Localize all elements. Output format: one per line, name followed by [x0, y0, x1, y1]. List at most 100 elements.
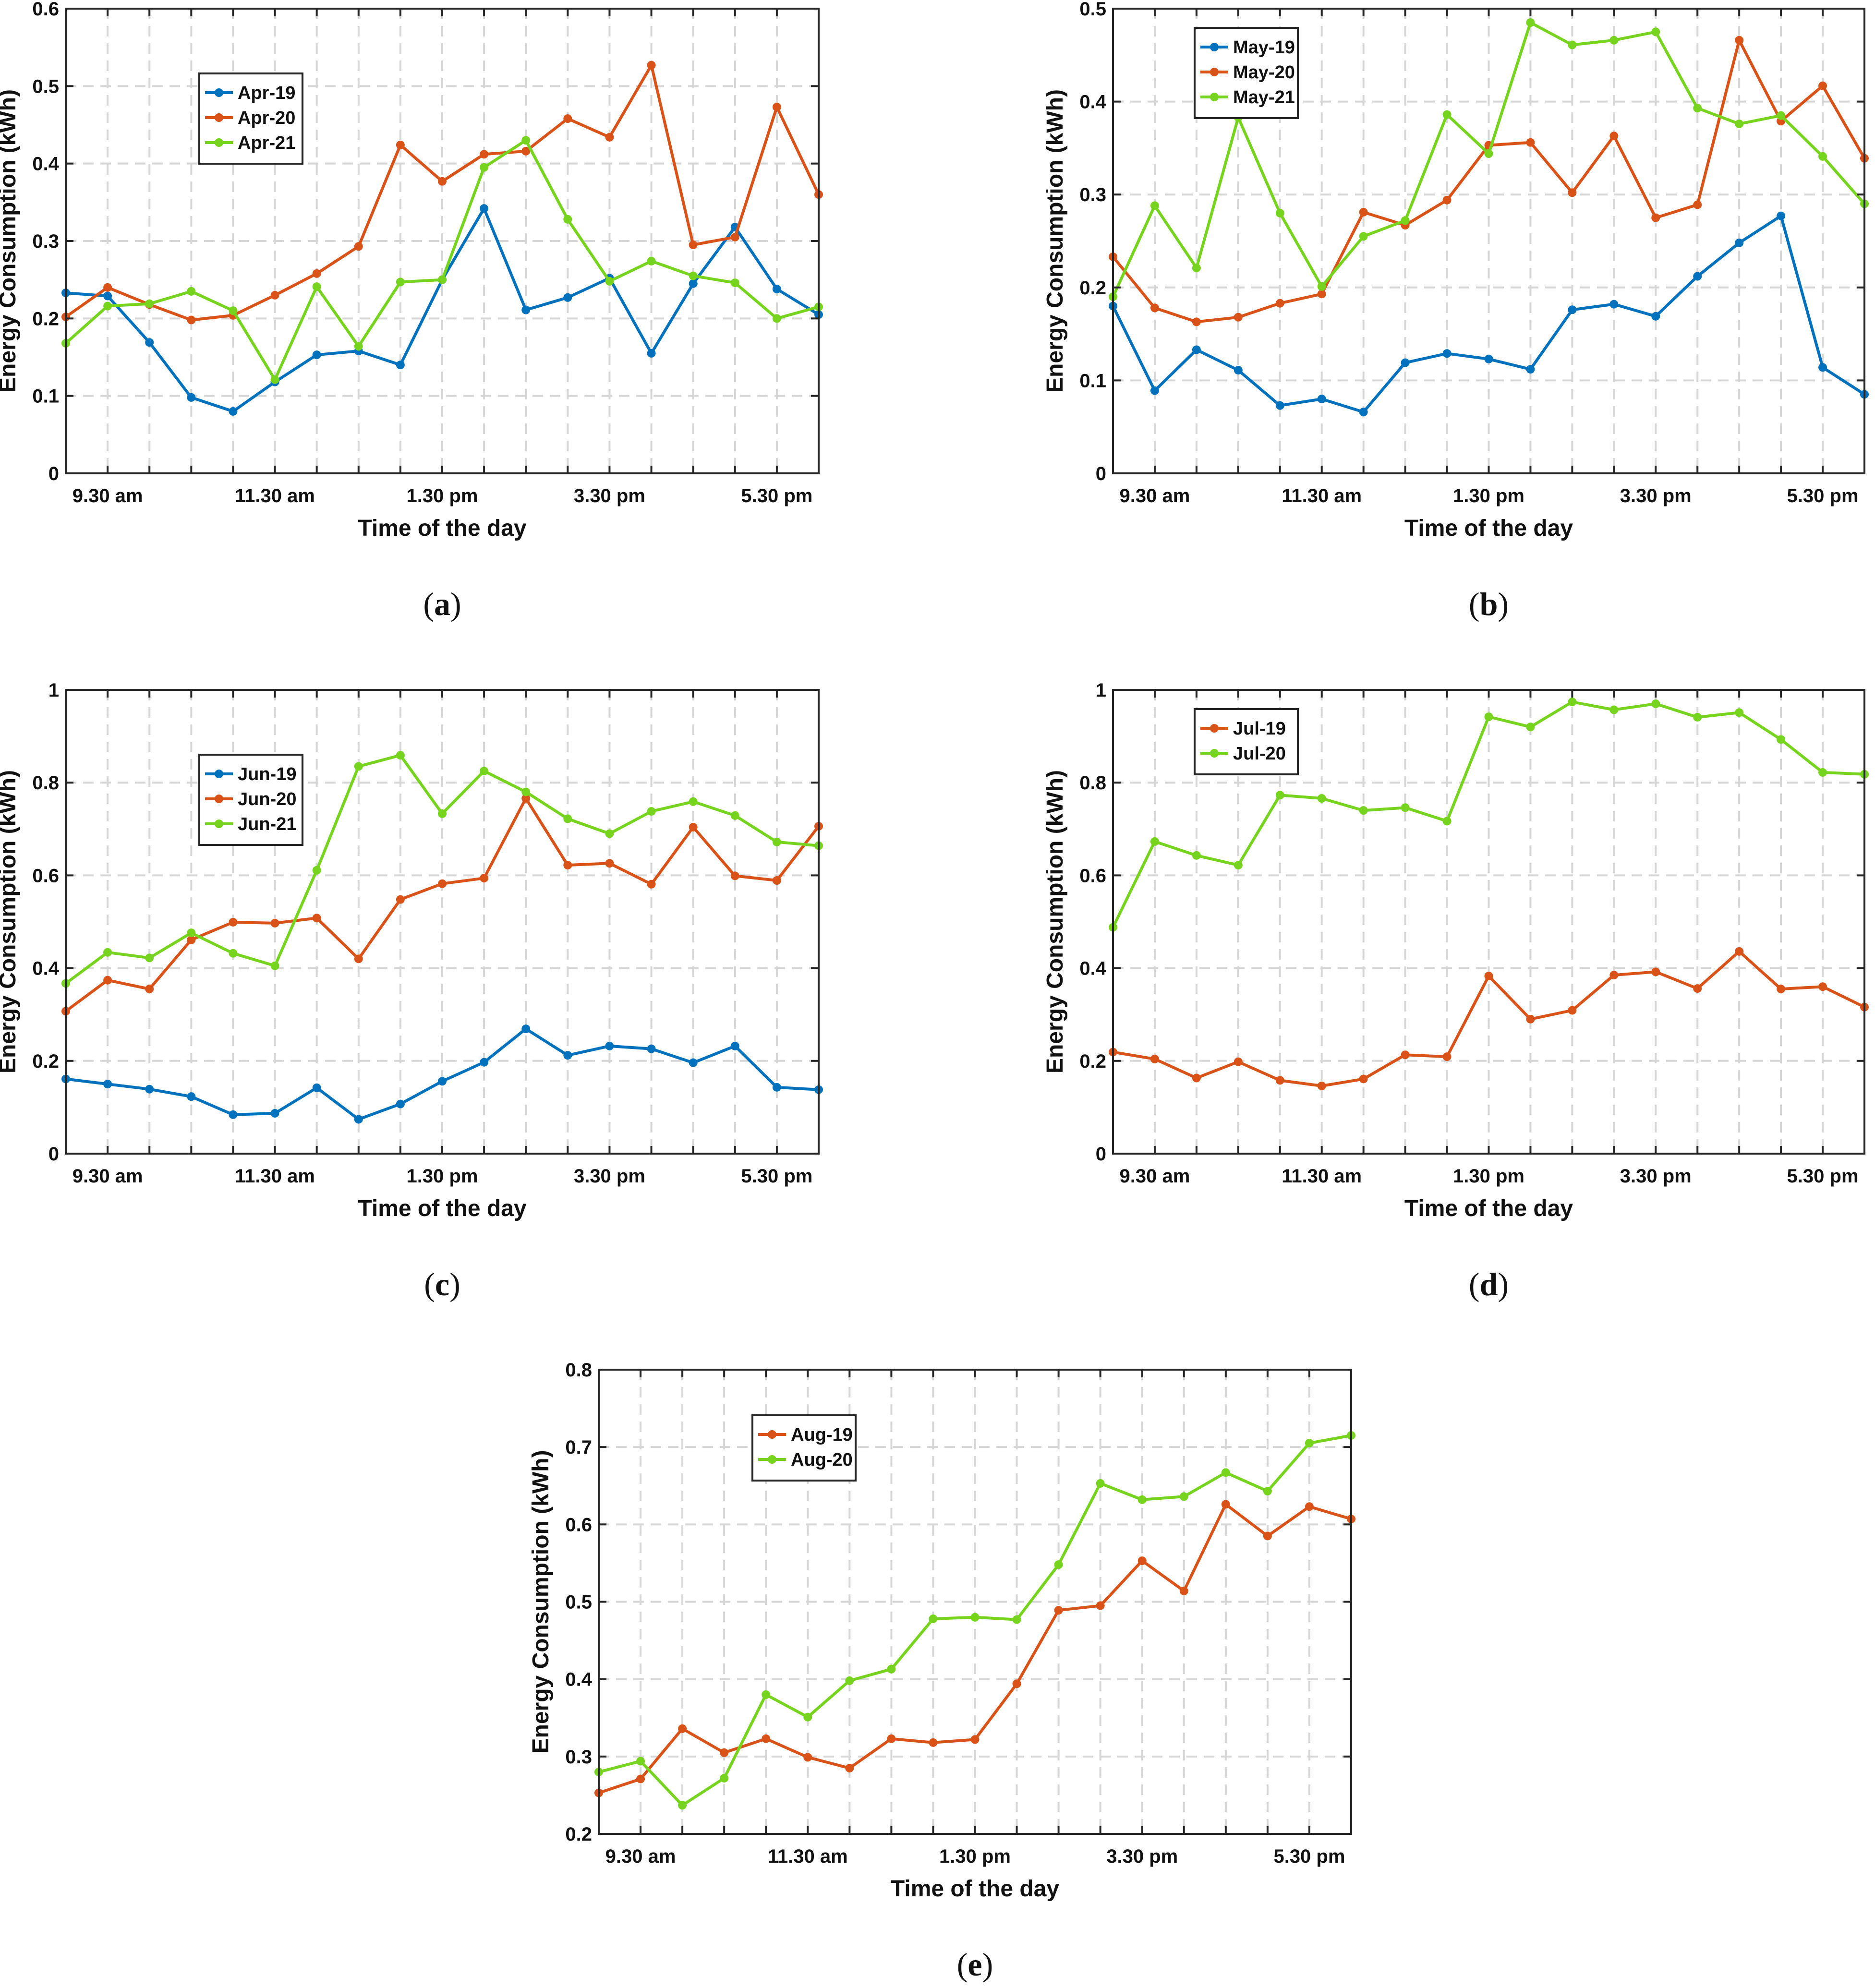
y-tick-label: 0.2	[1079, 1051, 1106, 1072]
data-point	[1150, 201, 1159, 210]
caption-close-paren: )	[450, 586, 461, 622]
caption-close-paren: )	[1498, 1266, 1509, 1302]
data-point	[187, 393, 196, 402]
legend: Jul-19 Jul-20	[1194, 708, 1299, 775]
data-point	[1484, 972, 1493, 981]
x-tick-label: 3.30 pm	[1106, 1846, 1178, 1867]
data-point	[563, 293, 572, 302]
caption-open-paren: (	[957, 1946, 968, 1983]
y-axis-label: Energy Consumption (kWh)	[528, 1450, 554, 1754]
data-point	[1179, 1586, 1188, 1595]
chart-panel-b: 0 0.1 0.2 0.3 0.4 0.5 9.30 am 11.30 am 1.30 pm 3.…	[1042, 0, 1869, 622]
data-point	[730, 811, 739, 820]
data-point	[1359, 408, 1368, 417]
series-jun-21	[61, 751, 823, 988]
data-point	[1651, 699, 1660, 708]
y-tick-label: 0.4	[565, 1669, 592, 1690]
data-point	[1818, 152, 1827, 161]
data-point	[1735, 238, 1744, 247]
x-tick-label: 9.30 am	[605, 1846, 676, 1867]
data-point	[1192, 264, 1201, 273]
chart-panel-c: 0 0.2 0.4 0.6 0.8 1 9.30 am 11.30 am 1.30 pm 3.30…	[0, 680, 823, 1302]
chart-panel-e: 0.2 0.3 0.4 0.5 0.6 0.7 0.8 9.30 am 11.30 am 1.30…	[528, 1360, 1355, 1983]
data-point	[103, 1080, 112, 1089]
legend-entry-label: May-19	[1233, 37, 1295, 58]
data-point	[1651, 312, 1660, 321]
data-point	[229, 917, 238, 927]
legend-entry-label: Jun-21	[238, 814, 296, 834]
data-point	[1401, 216, 1410, 225]
data-point	[1359, 207, 1368, 217]
legend-entry-label: Apr-21	[238, 133, 295, 153]
data-point	[229, 949, 238, 958]
data-point	[270, 918, 279, 928]
y-tick-label: 0.4	[32, 958, 59, 979]
data-point	[1305, 1502, 1314, 1511]
data-point	[929, 1614, 938, 1623]
data-point	[1275, 299, 1284, 308]
data-point	[354, 954, 363, 964]
data-point	[1275, 401, 1284, 410]
x-axis-label: Time of the day	[891, 1876, 1059, 1902]
data-point	[1693, 104, 1702, 113]
data-point	[480, 150, 489, 159]
x-tick-label: 11.30 am	[1282, 1166, 1362, 1187]
y-tick-label: 0.5	[32, 76, 59, 97]
data-point	[689, 241, 698, 250]
data-point	[1442, 1052, 1452, 1061]
data-point	[312, 914, 321, 923]
data-point	[1234, 366, 1243, 375]
caption-open-paren: (	[1469, 1266, 1480, 1302]
caption-letter: a	[434, 586, 450, 622]
x-tick-label: 1.30 pm	[407, 485, 478, 506]
data-point	[1568, 1006, 1577, 1015]
data-point	[1693, 272, 1702, 281]
y-tick-label: 1	[48, 680, 59, 701]
data-point	[521, 305, 531, 314]
data-point	[521, 787, 531, 796]
caption-letter: e	[968, 1946, 982, 1983]
data-point	[1442, 195, 1452, 205]
data-point	[1735, 947, 1744, 956]
data-point	[1317, 794, 1326, 803]
legend-swatch-marker	[1210, 43, 1219, 51]
data-point	[354, 762, 363, 771]
data-point	[1818, 81, 1827, 90]
data-point	[438, 177, 447, 186]
data-point	[1096, 1601, 1105, 1610]
data-point	[187, 935, 196, 944]
panel-caption: (e)	[957, 1946, 993, 1983]
y-tick-label: 0	[48, 1144, 59, 1165]
y-tick-label: 0.6	[32, 0, 59, 20]
y-tick-label: 0.6	[32, 865, 59, 886]
legend-swatch-marker	[1210, 724, 1219, 733]
data-point	[187, 1092, 196, 1101]
panel-caption: (c)	[424, 1266, 460, 1302]
data-point	[772, 876, 781, 885]
data-point	[1192, 345, 1201, 354]
x-tick-label: 9.30 am	[1120, 1166, 1190, 1187]
chart-panel-a: 0 0.1 0.2 0.3 0.4 0.5 0.6 9.30 am 11.30 am 1.30 p…	[0, 0, 823, 622]
legend-entry-label: Apr-19	[238, 83, 295, 103]
legend-swatch-marker	[215, 113, 223, 122]
caption-open-paren: (	[1469, 586, 1480, 622]
legend-swatch-marker	[215, 819, 223, 828]
y-tick-label: 0.1	[1079, 370, 1106, 391]
series-jun-20	[61, 794, 823, 1016]
data-point	[1137, 1495, 1147, 1504]
data-point	[1651, 27, 1660, 36]
y-tick-label: 0.3	[565, 1747, 592, 1768]
data-point	[187, 315, 196, 325]
data-point	[1263, 1531, 1272, 1541]
data-point	[1275, 208, 1284, 217]
data-point	[1568, 188, 1577, 197]
x-tick-label: 3.30 pm	[574, 1166, 645, 1187]
data-point	[772, 837, 781, 846]
data-point	[1054, 1560, 1063, 1569]
data-point	[1735, 120, 1744, 129]
panel-caption: (a)	[423, 586, 461, 622]
data-point	[1263, 1487, 1272, 1496]
data-point	[1526, 723, 1535, 732]
data-point	[270, 375, 279, 384]
y-tick-label: 0.6	[1079, 865, 1106, 886]
